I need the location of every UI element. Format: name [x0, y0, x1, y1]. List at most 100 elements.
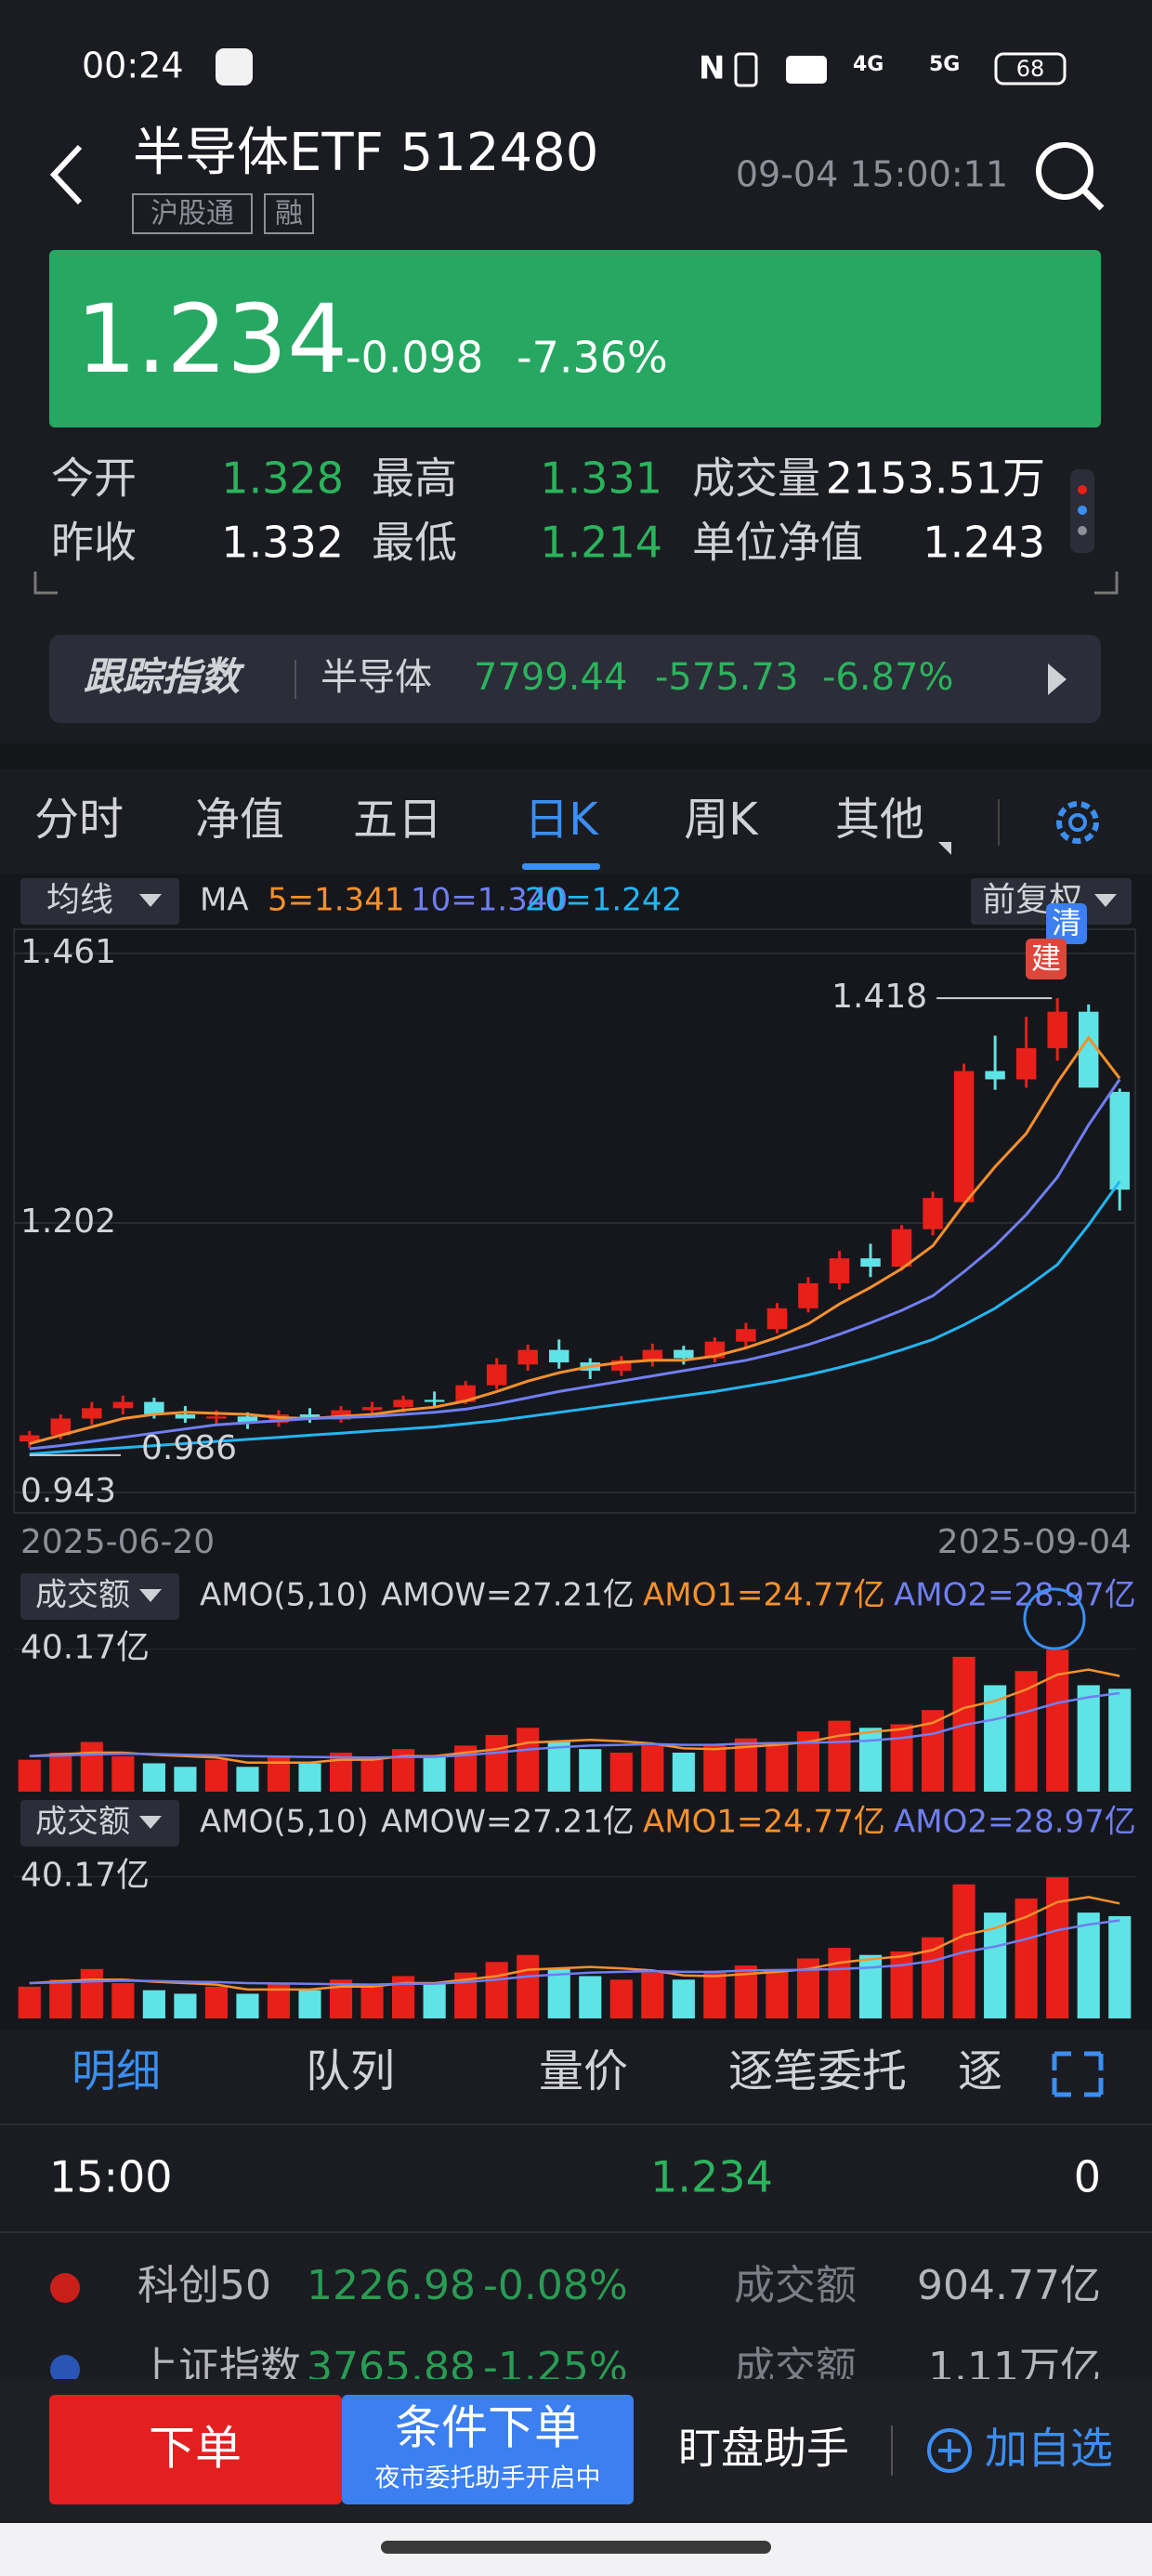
candle-body: [486, 1364, 507, 1386]
separator: [0, 743, 1152, 769]
battery-level: 68: [1016, 56, 1045, 82]
volume-bar: [236, 1767, 259, 1792]
nfc-icon: N: [699, 50, 725, 87]
volume-bar: [485, 1962, 508, 2018]
tracking-value: 7799.44: [474, 656, 627, 699]
detail-tab-bar: [0, 2031, 1152, 2123]
stat-label: 最高: [372, 453, 457, 504]
caret: [139, 894, 162, 907]
volume-bar: [423, 1755, 446, 1792]
volume-amo2: AMO2=28.97亿: [894, 1577, 1136, 1614]
volume-bar: [49, 1753, 72, 1792]
volume-bar: [111, 1983, 135, 2018]
volume-ma-line: [29, 1668, 1120, 1764]
back-button[interactable]: [49, 144, 83, 205]
volume-bar: [485, 1734, 508, 1792]
add-watchlist-button[interactable]: 加自选: [985, 2424, 1113, 2474]
chart-tab[interactable]: 五日: [353, 794, 442, 846]
detail-tab[interactable]: 逐: [958, 2045, 1002, 2097]
x-tick-label: 2025-06-20: [20, 1523, 215, 1561]
datetime: 09-04 15:00:11: [736, 154, 1008, 195]
detail-tab[interactable]: 逐笔委托: [728, 2045, 907, 2097]
conditional-sub: 夜市委托助手开启中: [375, 2464, 601, 2493]
candle-body: [923, 1198, 943, 1229]
volume-formula: AMO(5,10): [200, 1577, 369, 1614]
candle-body: [891, 1229, 912, 1268]
detail-tab[interactable]: 量价: [539, 2045, 628, 2097]
volume-bar: [298, 1990, 321, 2018]
detail-tab[interactable]: 明细: [72, 2045, 161, 2097]
add-icon: [927, 2428, 972, 2473]
ma-dropdown[interactable]: [20, 878, 179, 925]
chart-tab[interactable]: 其他: [835, 794, 924, 846]
search-handle: [1080, 187, 1105, 211]
order-button[interactable]: [49, 2395, 342, 2504]
volume-bar: [858, 1954, 883, 2018]
candle-body: [1078, 1011, 1099, 1088]
tracking-bar[interactable]: [49, 635, 1101, 723]
y-tick-label: 40.17亿: [20, 1629, 150, 1667]
caret: [139, 1589, 162, 1602]
caret: [1094, 894, 1117, 907]
candle-body: [331, 1410, 351, 1420]
volume-bar: [890, 1951, 913, 2018]
chart-tab[interactable]: 日K: [524, 794, 599, 846]
conditional-order-button[interactable]: [342, 2395, 634, 2504]
chart-tab[interactable]: 周K: [684, 794, 759, 846]
conditional-label: 条件下单: [395, 2401, 581, 2455]
detail-tab[interactable]: 队列: [306, 2045, 395, 2097]
candle-body: [1109, 1091, 1130, 1190]
chart-tab[interactable]: 分时: [34, 794, 124, 846]
volume-bar: [236, 1993, 259, 2018]
volume-bar: [423, 1983, 446, 2018]
candle-body: [455, 1385, 476, 1402]
volume-bar: [1046, 1649, 1069, 1792]
y-tick-label: 1.202: [20, 1203, 116, 1241]
candle-body: [611, 1360, 632, 1371]
volume-bar: [766, 1741, 789, 1792]
volume-bar: [547, 1741, 570, 1792]
ticker-icon: [50, 2355, 80, 2385]
volume-dropdown[interactable]: [20, 1573, 179, 1620]
price-change: -0.098: [346, 333, 483, 383]
candle-body: [237, 1416, 258, 1423]
network-1: 4G: [853, 53, 884, 76]
settings-button[interactable]: [1056, 801, 1099, 844]
assistant-button[interactable]: 盯盘助手: [678, 2424, 849, 2474]
ma-line: [29, 1078, 1121, 1451]
y-tick-label: 1.461: [20, 933, 116, 971]
stat-value: 1.214: [540, 518, 662, 568]
chart-tab[interactable]: 净值: [195, 794, 284, 846]
expand-button[interactable]: [1052, 2051, 1104, 2097]
candle-body: [393, 1400, 413, 1408]
marker-box: [1026, 939, 1067, 979]
home-indicator[interactable]: [381, 2541, 771, 2554]
search-button[interactable]: [1036, 142, 1093, 200]
candle-body: [175, 1414, 196, 1419]
volume-dropdown[interactable]: [20, 1800, 179, 1847]
volume-bar: [18, 1986, 41, 2018]
volume-ma-line: [29, 1896, 1120, 1991]
zoom-button[interactable]: [1023, 1587, 1086, 1650]
price: 1.234: [76, 284, 347, 395]
volume-bar: [672, 1979, 695, 2018]
low-annotation: 0.986: [141, 1429, 237, 1467]
corner: [1094, 572, 1119, 595]
x-tick-label: 2025-09-04: [937, 1523, 1132, 1561]
chart-tabs: 分时 净值 五日 日K 周K 其他: [34, 794, 924, 870]
detail-price: 1.234: [650, 2152, 773, 2202]
ticker-change: -0.08%: [483, 2262, 628, 2309]
stat-value: 1.332: [221, 518, 344, 568]
adjust-dropdown[interactable]: [971, 878, 1132, 925]
candle-body: [82, 1408, 102, 1419]
status-time: 00:24: [82, 46, 184, 86]
caret: [139, 1816, 162, 1829]
volume-bar: [80, 1968, 103, 2018]
tracking-name: 半导体: [321, 656, 432, 699]
volume-bar: [360, 1986, 384, 2018]
volume-amo1: AMO1=24.77亿: [643, 1804, 885, 1841]
chart-panel: [0, 874, 1152, 2031]
candle-body: [112, 1401, 134, 1409]
